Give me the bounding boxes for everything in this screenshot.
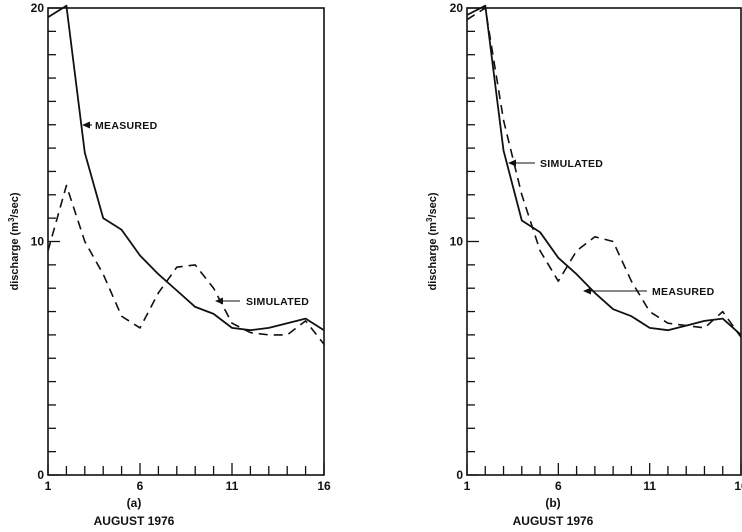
simulated-line — [466, 7, 742, 338]
x-tick-label: 11 — [643, 479, 656, 493]
simulated-line — [47, 184, 325, 345]
measured-line — [466, 4, 742, 336]
y-tick-label: 0 — [456, 468, 463, 482]
panel-label: (b) — [545, 496, 560, 510]
annotation-arrow-head — [508, 159, 516, 167]
annotation-arrow-head — [583, 287, 591, 295]
annotation-arrow-head — [82, 121, 90, 129]
x-tick-label: 16 — [317, 479, 331, 493]
y-axis-title: discharge (m3/sec) — [425, 192, 439, 290]
x-tick-label: 11 — [226, 479, 239, 493]
panel-label: (a) — [127, 496, 142, 510]
y-tick-label: 20 — [450, 1, 464, 15]
y-tick-label: 20 — [31, 1, 45, 15]
series-label-measured: MEASURED — [95, 120, 158, 132]
x-tick-label: 16 — [734, 479, 742, 493]
x-axis-title: AUGUST 1976 — [94, 514, 175, 528]
series-label-measured: MEASURED — [652, 286, 715, 298]
y-tick-label: 0 — [37, 468, 44, 482]
y-tick-label: 10 — [31, 235, 45, 249]
measured-line — [47, 4, 325, 332]
x-axis-title: AUGUST 1976 — [513, 514, 594, 528]
x-tick-label: 1 — [45, 479, 52, 493]
plot-frame — [47, 7, 325, 476]
y-axis-title: discharge (m3/sec) — [7, 192, 21, 290]
x-tick-label: 1 — [464, 479, 471, 493]
series-label-simulated: SIMULATED — [246, 296, 309, 308]
y-tick-label: 10 — [450, 235, 464, 249]
x-tick-label: 6 — [555, 479, 562, 493]
series-label-simulated: SIMULATED — [540, 158, 603, 170]
plot-frame — [466, 7, 742, 476]
annotation-arrow-head — [215, 297, 223, 305]
x-tick-label: 6 — [137, 479, 144, 493]
